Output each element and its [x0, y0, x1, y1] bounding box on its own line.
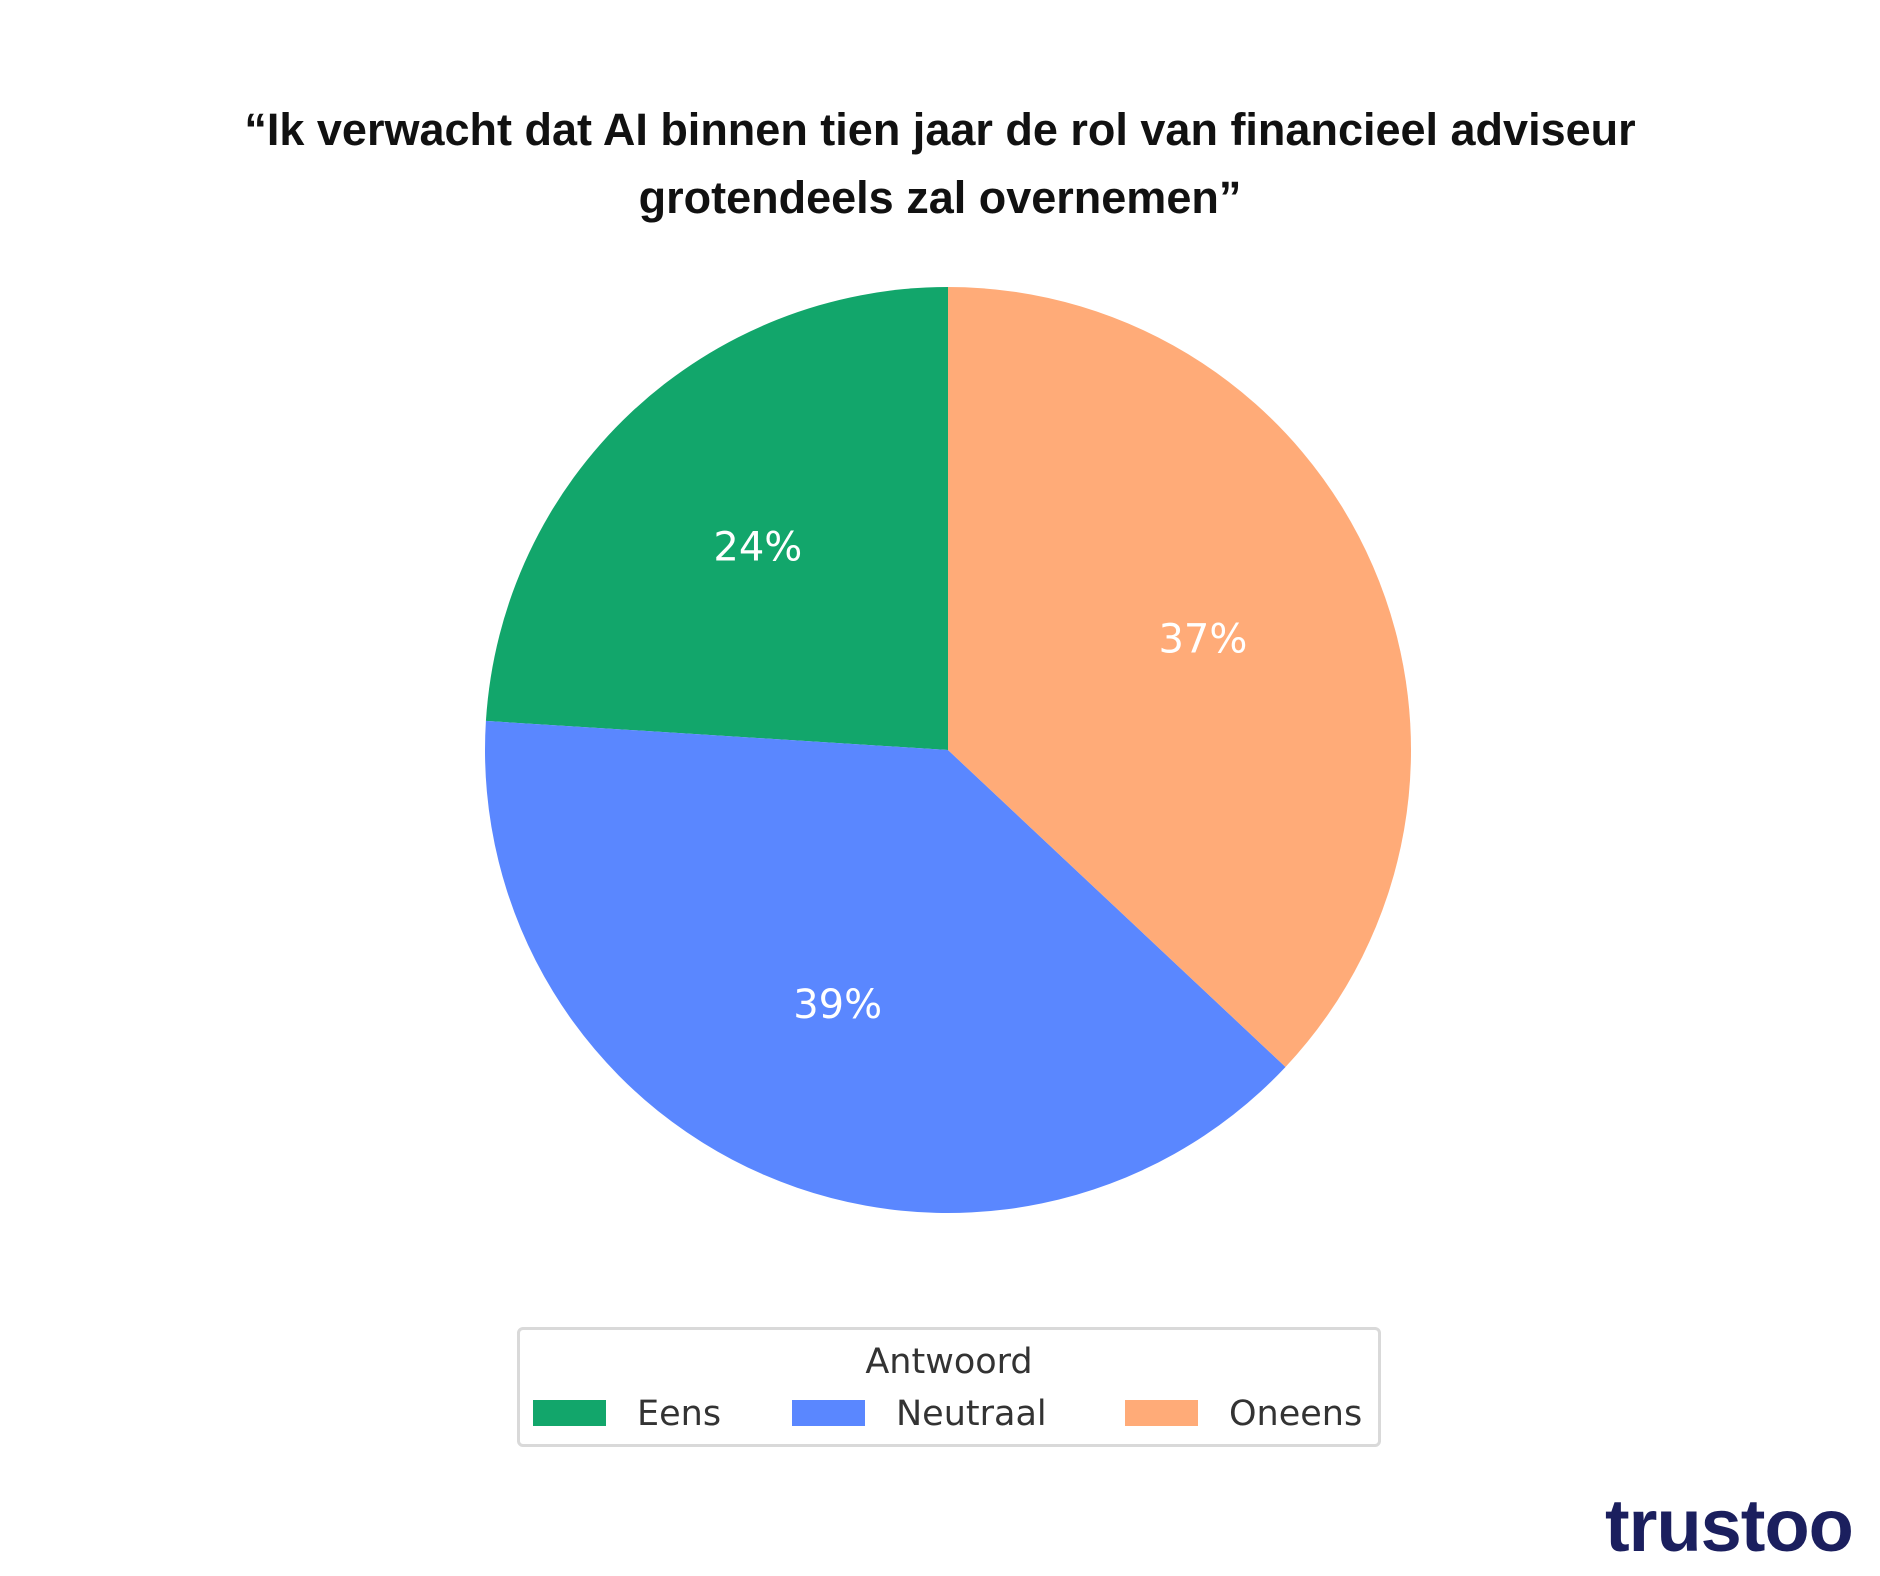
chart-title-line-1: “Ik verwacht dat AI binnen tien jaar de … [244, 104, 1636, 155]
pie-label-oneens: 37% [1158, 617, 1247, 663]
legend-label-oneens: Oneens [1229, 1394, 1363, 1434]
legend-swatch-eens [533, 1400, 606, 1426]
legend-swatch-neutraal [792, 1400, 865, 1426]
chart-title-line-2: grotendeels zal overnemen” [638, 172, 1242, 223]
pie-label-eens: 24% [713, 524, 802, 570]
chart-title: “Ik verwacht dat AI binnen tien jaar de … [0, 96, 1880, 232]
logo-text: trustoo [1605, 1484, 1854, 1567]
legend-title: Antwoord [865, 1342, 1033, 1382]
legend-label-eens: Eens [637, 1394, 722, 1434]
pie-slice-oneens [948, 287, 1411, 1067]
pie-label-neutraal: 39% [793, 982, 882, 1028]
legend-label-neutraal: Neutraal [896, 1394, 1047, 1434]
legend: Antwoord Eens Neutraal Oneens [517, 1327, 1381, 1447]
legend-swatch-oneens [1125, 1400, 1198, 1426]
pie-slice-neutraal [485, 720, 1286, 1213]
pie-slice-eens [485, 287, 948, 750]
pie-chart: 24% 39% 37% [485, 287, 1411, 1213]
trustoo-logo: trustoo [1605, 1484, 1854, 1567]
